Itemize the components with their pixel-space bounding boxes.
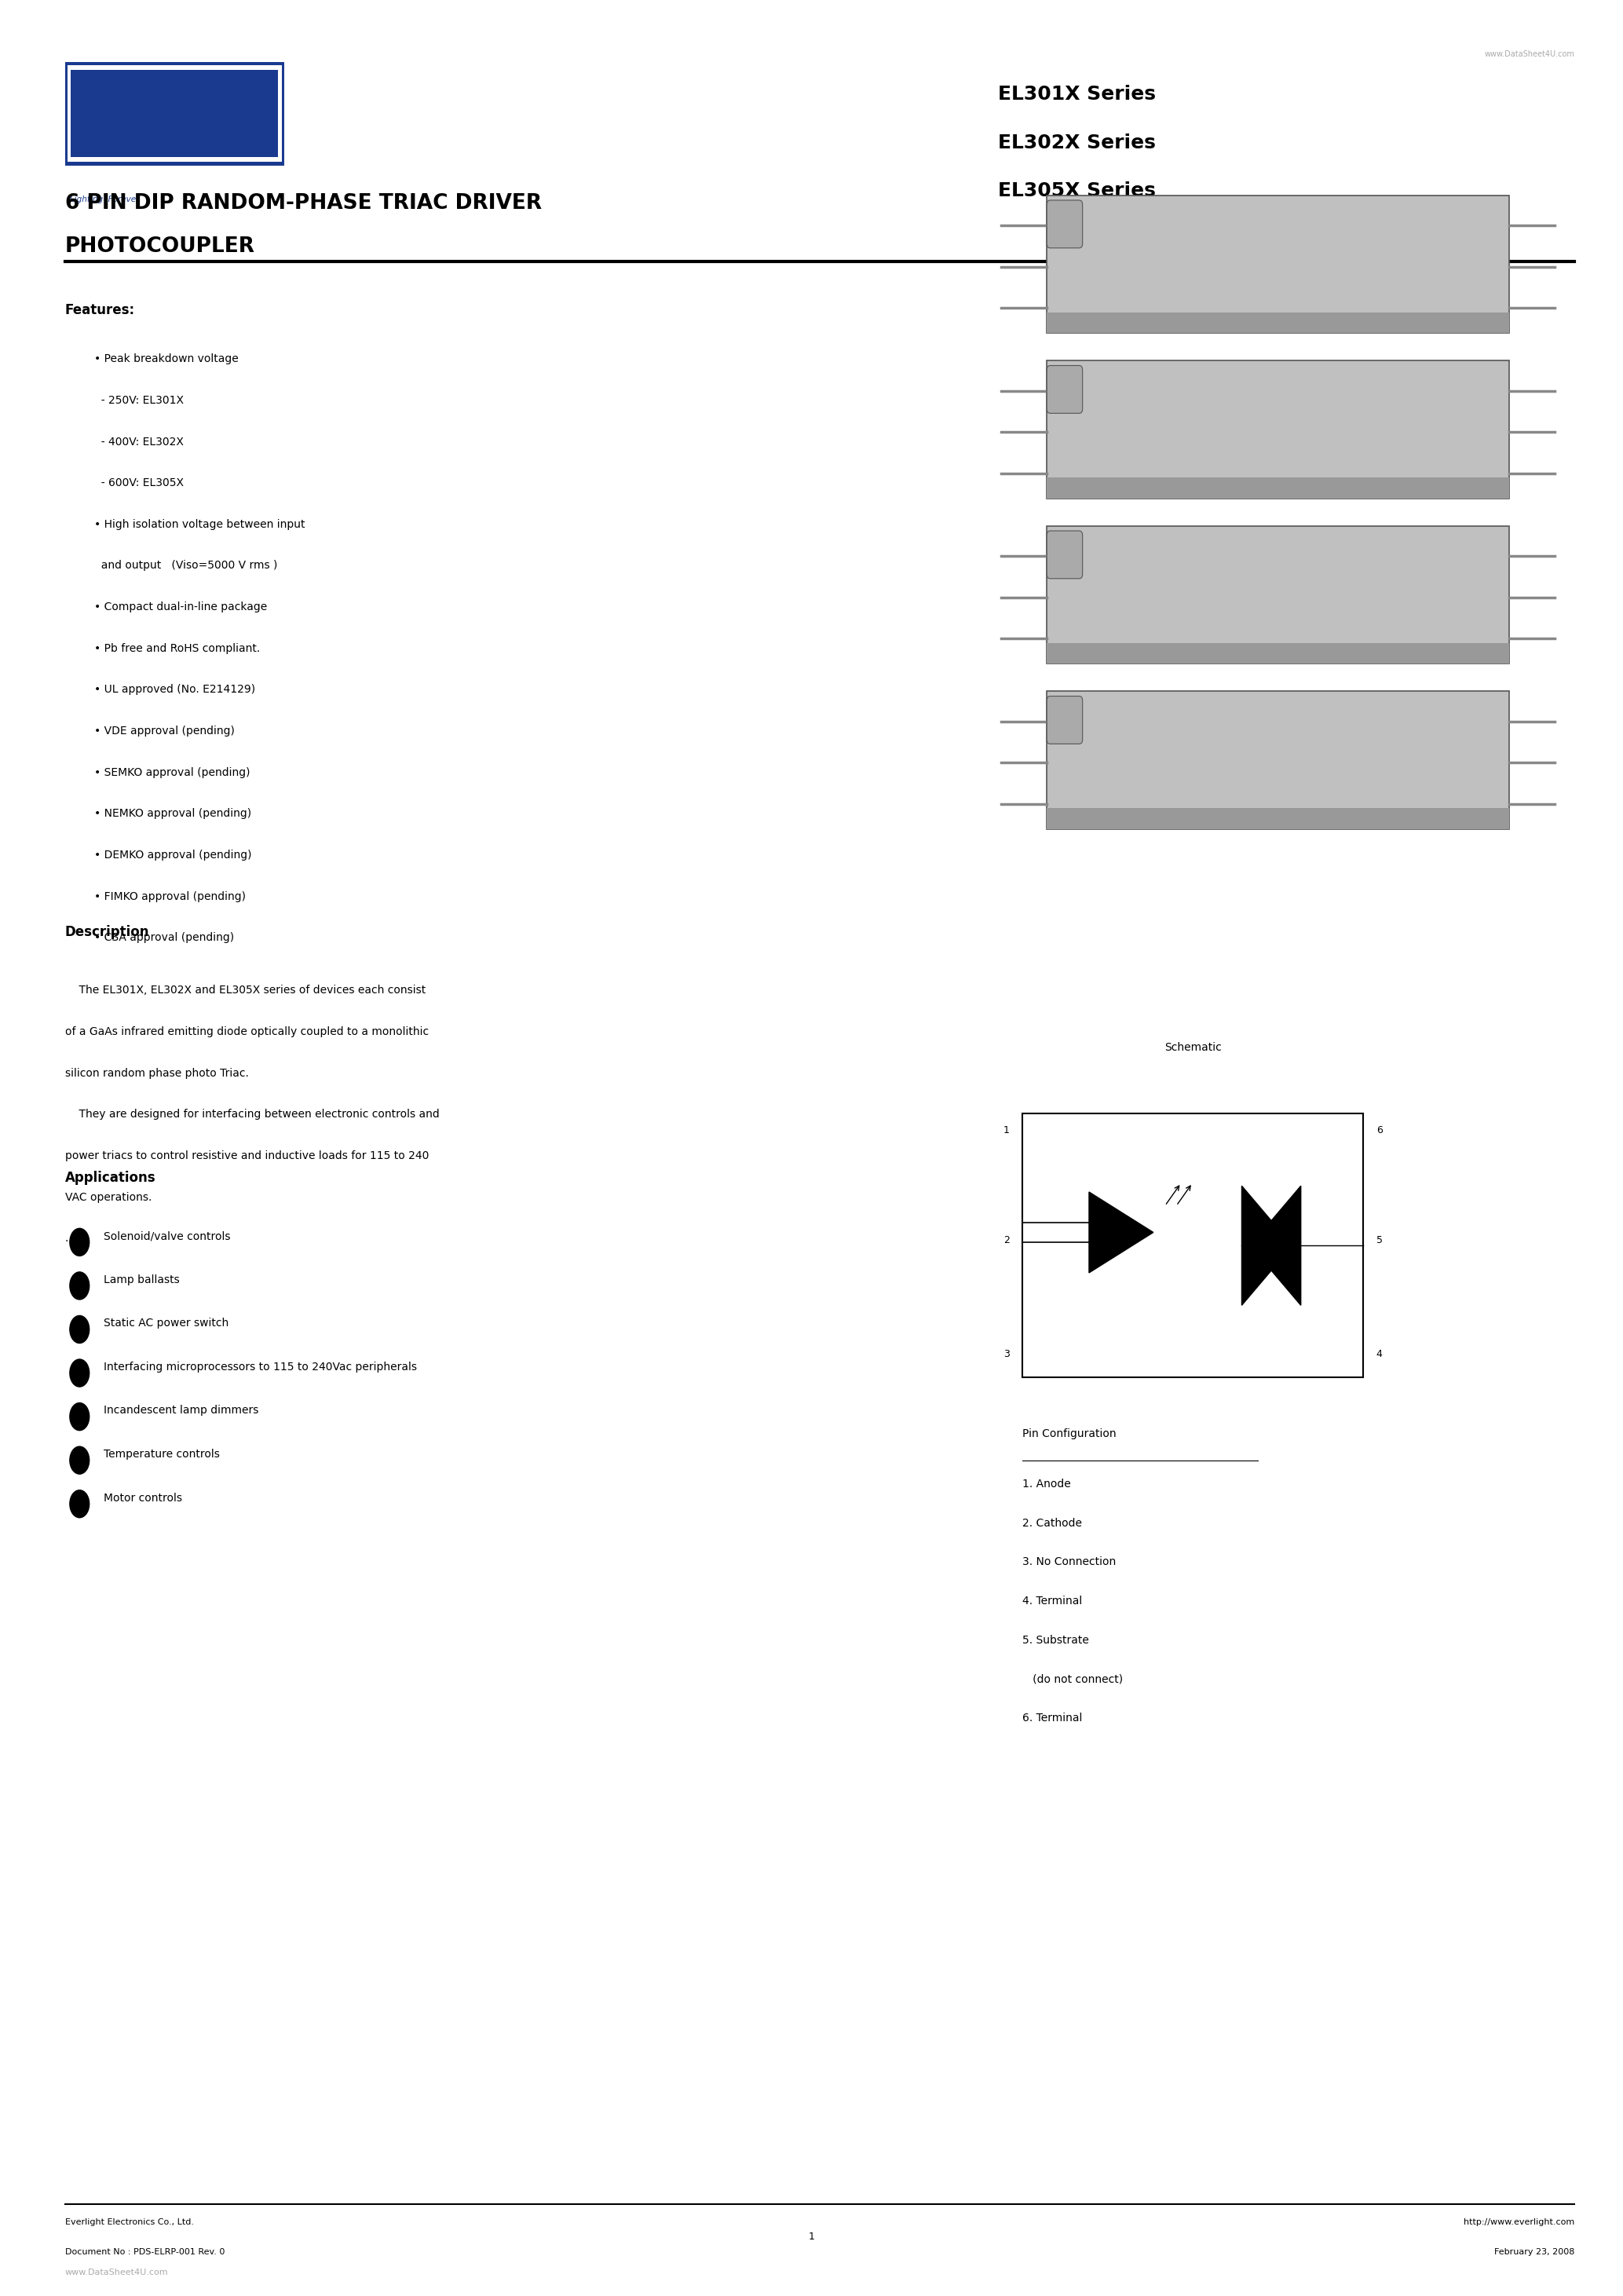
Polygon shape xyxy=(1089,1192,1154,1272)
FancyBboxPatch shape xyxy=(1047,360,1509,498)
Text: • VDE approval (pending): • VDE approval (pending) xyxy=(94,726,235,737)
Text: - 400V: EL302X: - 400V: EL302X xyxy=(94,436,183,448)
Text: and output   (Viso=5000 V rms ): and output (Viso=5000 V rms ) xyxy=(94,560,278,572)
FancyBboxPatch shape xyxy=(1047,195,1509,333)
Text: VAC operations.: VAC operations. xyxy=(65,1192,151,1203)
FancyBboxPatch shape xyxy=(71,69,279,156)
Text: • Compact dual-in-line package: • Compact dual-in-line package xyxy=(94,602,268,613)
FancyBboxPatch shape xyxy=(1047,526,1509,664)
FancyBboxPatch shape xyxy=(1047,478,1509,498)
Text: • High isolation voltage between input: • High isolation voltage between input xyxy=(94,519,305,530)
Polygon shape xyxy=(1250,1185,1300,1304)
FancyBboxPatch shape xyxy=(65,62,284,165)
Text: 1. Anode: 1. Anode xyxy=(1022,1479,1071,1490)
Text: Document No : PDS-ELRP-001 Rev. 0: Document No : PDS-ELRP-001 Rev. 0 xyxy=(65,2248,224,2255)
FancyBboxPatch shape xyxy=(1047,312,1509,333)
Text: Lamp ballasts: Lamp ballasts xyxy=(104,1274,180,1286)
Circle shape xyxy=(70,1316,89,1343)
Circle shape xyxy=(70,1446,89,1474)
Text: Solenoid/valve controls: Solenoid/valve controls xyxy=(104,1231,230,1242)
Text: The EL301X, EL302X and EL305X series of devices each consist: The EL301X, EL302X and EL305X series of … xyxy=(65,985,425,996)
Text: http://www.everlight.com: http://www.everlight.com xyxy=(1464,2218,1574,2225)
Text: • FIMKO approval (pending): • FIMKO approval (pending) xyxy=(94,891,245,902)
Polygon shape xyxy=(1242,1185,1292,1304)
FancyBboxPatch shape xyxy=(1047,691,1509,829)
Text: • NEMKO approval (pending): • NEMKO approval (pending) xyxy=(94,808,252,820)
Text: (do not connect): (do not connect) xyxy=(1022,1674,1123,1685)
Text: EL305X Series: EL305X Series xyxy=(998,181,1156,200)
Text: .: . xyxy=(65,1233,68,1244)
Text: Motor controls: Motor controls xyxy=(104,1492,182,1504)
Text: • Peak breakdown voltage: • Peak breakdown voltage xyxy=(94,354,239,365)
Text: 3: 3 xyxy=(1003,1350,1010,1359)
Text: • CSA approval (pending): • CSA approval (pending) xyxy=(94,932,234,944)
Text: 2. Cathode: 2. Cathode xyxy=(1022,1518,1083,1529)
Text: • SEMKO approval (pending): • SEMKO approval (pending) xyxy=(94,767,250,778)
Text: Applications: Applications xyxy=(65,1171,156,1185)
Text: 4. Terminal: 4. Terminal xyxy=(1022,1596,1083,1607)
Text: PHOTOCOUPLER: PHOTOCOUPLER xyxy=(65,236,255,257)
Text: power triacs to control resistive and inductive loads for 115 to 240: power triacs to control resistive and in… xyxy=(65,1150,428,1162)
Text: - 600V: EL305X: - 600V: EL305X xyxy=(94,478,183,489)
Text: Interfacing microprocessors to 115 to 240Vac peripherals: Interfacing microprocessors to 115 to 24… xyxy=(104,1362,417,1373)
Circle shape xyxy=(70,1272,89,1300)
Text: - 250V: EL301X: - 250V: EL301X xyxy=(94,395,183,406)
Text: www.DataSheet4U.com: www.DataSheet4U.com xyxy=(65,2268,169,2275)
FancyBboxPatch shape xyxy=(1047,365,1083,413)
Text: www.DataSheet4U.com: www.DataSheet4U.com xyxy=(1483,51,1574,57)
Text: 6: 6 xyxy=(1376,1125,1383,1134)
Text: silicon random phase photo Triac.: silicon random phase photo Triac. xyxy=(65,1068,248,1079)
Text: 2: 2 xyxy=(1003,1235,1010,1244)
FancyBboxPatch shape xyxy=(1047,643,1509,664)
Text: Pin Configuration: Pin Configuration xyxy=(1022,1428,1117,1440)
Circle shape xyxy=(70,1228,89,1256)
Text: 4: 4 xyxy=(1376,1350,1383,1359)
FancyBboxPatch shape xyxy=(1047,696,1083,744)
Text: EVERLIGHT: EVERLIGHT xyxy=(135,103,214,115)
Text: • UL approved (No. E214129): • UL approved (No. E214129) xyxy=(94,684,255,696)
Circle shape xyxy=(70,1403,89,1430)
Text: Description: Description xyxy=(65,925,149,939)
Text: 1: 1 xyxy=(808,2232,815,2241)
Text: 5. Substrate: 5. Substrate xyxy=(1022,1635,1089,1646)
Circle shape xyxy=(70,1359,89,1387)
Circle shape xyxy=(70,1490,89,1518)
FancyBboxPatch shape xyxy=(1047,808,1509,829)
Text: Incandescent lamp dimmers: Incandescent lamp dimmers xyxy=(104,1405,258,1417)
Bar xyxy=(1022,1114,1363,1378)
Text: 3. No Connection: 3. No Connection xyxy=(1022,1557,1117,1568)
Text: 6 PIN DIP RANDOM-PHASE TRIAC DRIVER: 6 PIN DIP RANDOM-PHASE TRIAC DRIVER xyxy=(65,193,542,214)
Text: Features:: Features: xyxy=(65,303,135,317)
Text: February 23, 2008: February 23, 2008 xyxy=(1493,2248,1574,2255)
FancyBboxPatch shape xyxy=(1047,200,1083,248)
Text: EL302X Series: EL302X Series xyxy=(998,133,1156,152)
Text: Static AC power switch: Static AC power switch xyxy=(104,1318,229,1329)
FancyBboxPatch shape xyxy=(68,64,282,161)
Text: 1: 1 xyxy=(1003,1125,1010,1134)
Text: 6. Terminal: 6. Terminal xyxy=(1022,1713,1083,1724)
Text: EL301X Series: EL301X Series xyxy=(998,85,1156,103)
Text: • Pb free and RoHS compliant.: • Pb free and RoHS compliant. xyxy=(94,643,260,654)
Text: They are designed for interfacing between electronic controls and: They are designed for interfacing betwee… xyxy=(65,1109,440,1120)
Text: Everlight Electronics Co., Ltd.: Everlight Electronics Co., Ltd. xyxy=(65,2218,193,2225)
FancyBboxPatch shape xyxy=(1047,530,1083,579)
Text: 5: 5 xyxy=(1376,1235,1383,1244)
Text: Schematic: Schematic xyxy=(1164,1042,1222,1054)
Text: of a GaAs infrared emitting diode optically coupled to a monolithic: of a GaAs infrared emitting diode optica… xyxy=(65,1026,428,1038)
Text: Temperature controls: Temperature controls xyxy=(104,1449,221,1460)
Text: Lighting  Forever: Lighting Forever xyxy=(70,195,140,202)
Text: • DEMKO approval (pending): • DEMKO approval (pending) xyxy=(94,850,252,861)
